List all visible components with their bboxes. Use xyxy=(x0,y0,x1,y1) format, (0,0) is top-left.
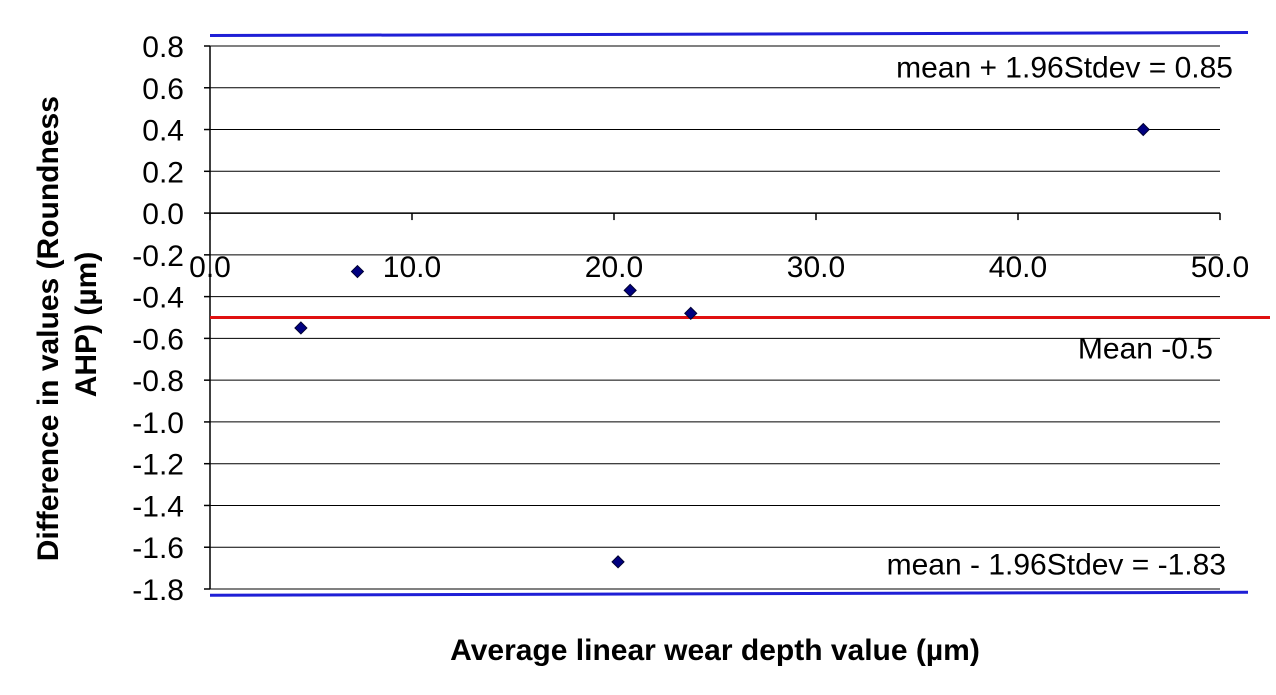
y-tick-label: -0.2 xyxy=(132,240,184,273)
x-tick-label: 40.0 xyxy=(989,251,1047,284)
tick-labels: 0.80.60.40.20.0-0.2-0.4-0.6-0.8-1.0-1.2-… xyxy=(132,31,1249,607)
data-point xyxy=(350,264,365,279)
y-tick-label: 0.2 xyxy=(142,156,184,189)
x-tick-label: 50.0 xyxy=(1191,251,1249,284)
x-tick-label: 20.0 xyxy=(585,251,643,284)
y-tick-label: -1.6 xyxy=(132,532,184,565)
x-tick-label: 30.0 xyxy=(787,251,845,284)
data-point xyxy=(684,306,698,321)
y-tick-label: -1.4 xyxy=(132,490,184,523)
y-tick-label: -0.8 xyxy=(132,365,184,398)
y-tick-label: -1.2 xyxy=(132,449,184,482)
reference-line-label: mean - 1.96Stdev = -1.83 xyxy=(887,548,1226,581)
data-points xyxy=(294,122,1150,569)
y-tick-label: -1.0 xyxy=(132,407,184,440)
data-point xyxy=(294,321,308,335)
reference-line-label: Mean -0.5 xyxy=(1078,333,1213,366)
y-tick-label: 0.6 xyxy=(142,73,184,106)
y-axis-title-line-1: Difference in values (Roundness xyxy=(32,96,65,561)
reference-line-label: mean + 1.96Stdev = 0.85 xyxy=(896,52,1233,85)
y-tick-label: -1.8 xyxy=(132,574,184,607)
y-tick-label: 0.4 xyxy=(142,115,184,148)
y-tick-label: -0.6 xyxy=(132,323,184,356)
y-axis-title-line-2: AHP) (µm) xyxy=(70,252,103,398)
data-point xyxy=(611,555,625,569)
y-axis-title: Difference in values (Roundness AHP) (µm… xyxy=(32,88,103,561)
reference-line xyxy=(209,31,1249,38)
y-tick-label: 0.0 xyxy=(142,198,184,231)
reference-lines: mean + 1.96Stdev = 0.85 Mean -0.5 mean - 1… xyxy=(209,31,1270,597)
reference-line xyxy=(209,590,1249,597)
x-axis-title: Average linear wear depth value (µm) xyxy=(450,634,980,667)
y-tick-label: -0.4 xyxy=(132,282,184,315)
data-point xyxy=(623,283,637,298)
y-tick-label: 0.8 xyxy=(142,31,184,64)
data-point xyxy=(1136,122,1150,137)
x-tick-label: 10.0 xyxy=(383,251,441,284)
x-tick-label: 0.0 xyxy=(189,251,231,284)
